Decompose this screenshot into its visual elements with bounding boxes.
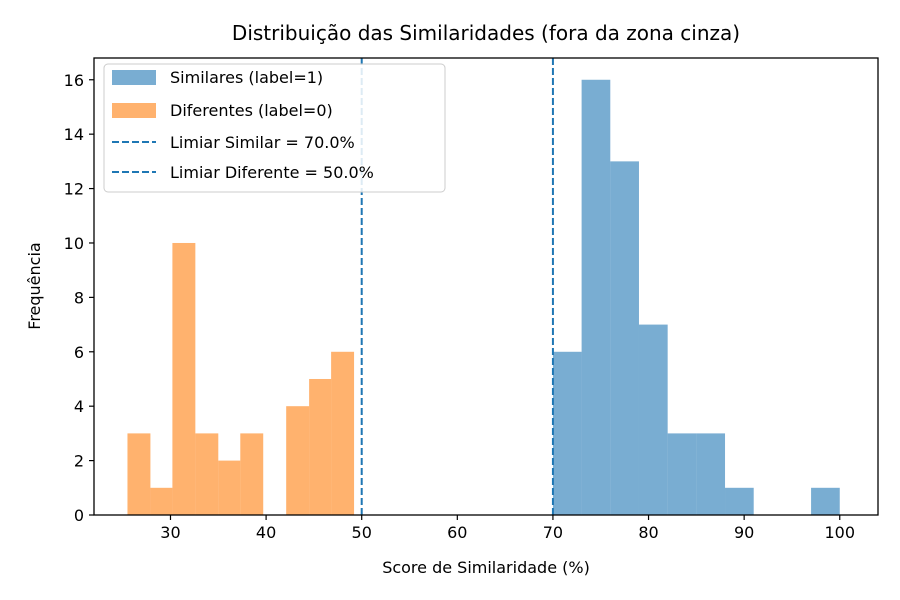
x-tick-label-90: 90 <box>734 523 754 542</box>
x-tick-label-40: 40 <box>256 523 276 542</box>
x-tick-label-60: 60 <box>447 523 467 542</box>
y-tick-label-10: 10 <box>64 234 84 253</box>
x-axis-label: Score de Similaridade (%) <box>382 558 590 577</box>
legend-swatch-similares <box>112 70 156 85</box>
y-tick-label-16: 16 <box>64 71 84 90</box>
legend-swatch-diferentes <box>112 103 156 118</box>
legend-label-limiar-diferente: Limiar Diferente = 50.0% <box>170 163 374 182</box>
y-tick-label-0: 0 <box>74 506 84 525</box>
bar-similares-1 <box>582 80 611 515</box>
legend-label-limiar-similar: Limiar Similar = 70.0% <box>170 133 355 152</box>
x-tick-label-30: 30 <box>160 523 180 542</box>
bar-diferentes-1 <box>150 488 172 515</box>
y-tick-label-14: 14 <box>64 125 84 144</box>
x-tick-label-50: 50 <box>352 523 372 542</box>
bar-similares-6 <box>725 488 754 515</box>
x-tick-label-100: 100 <box>824 523 855 542</box>
legend: Similares (label=1) Diferentes (label=0)… <box>104 64 445 192</box>
bar-diferentes-4 <box>218 461 240 515</box>
bar-diferentes-3 <box>195 433 218 515</box>
bar-similares-9 <box>811 488 840 515</box>
y-axis-label: Frequência <box>25 242 44 329</box>
bar-diferentes-2 <box>172 243 195 515</box>
bar-diferentes-5 <box>240 433 263 515</box>
y-tick-label-4: 4 <box>74 397 84 416</box>
bar-similares-5 <box>696 433 725 515</box>
y-tick-label-2: 2 <box>74 452 84 471</box>
bar-diferentes-7 <box>286 406 309 515</box>
bar-diferentes-0 <box>127 433 150 515</box>
chart-title: Distribuição das Similaridades (fora da … <box>232 21 740 45</box>
bar-diferentes-8 <box>309 379 331 515</box>
y-tick-label-12: 12 <box>64 180 84 199</box>
y-tick-label-6: 6 <box>74 343 84 362</box>
bar-similares-4 <box>668 433 697 515</box>
legend-label-similares: Similares (label=1) <box>170 68 323 87</box>
bar-similares-2 <box>610 161 639 515</box>
y-tick-label-8: 8 <box>74 288 84 307</box>
bar-similares-3 <box>639 325 668 515</box>
bar-similares-0 <box>553 352 582 515</box>
legend-label-diferentes: Diferentes (label=0) <box>170 101 333 120</box>
x-tick-label-80: 80 <box>638 523 658 542</box>
bar-diferentes-9 <box>331 352 354 515</box>
x-tick-label-70: 70 <box>543 523 563 542</box>
